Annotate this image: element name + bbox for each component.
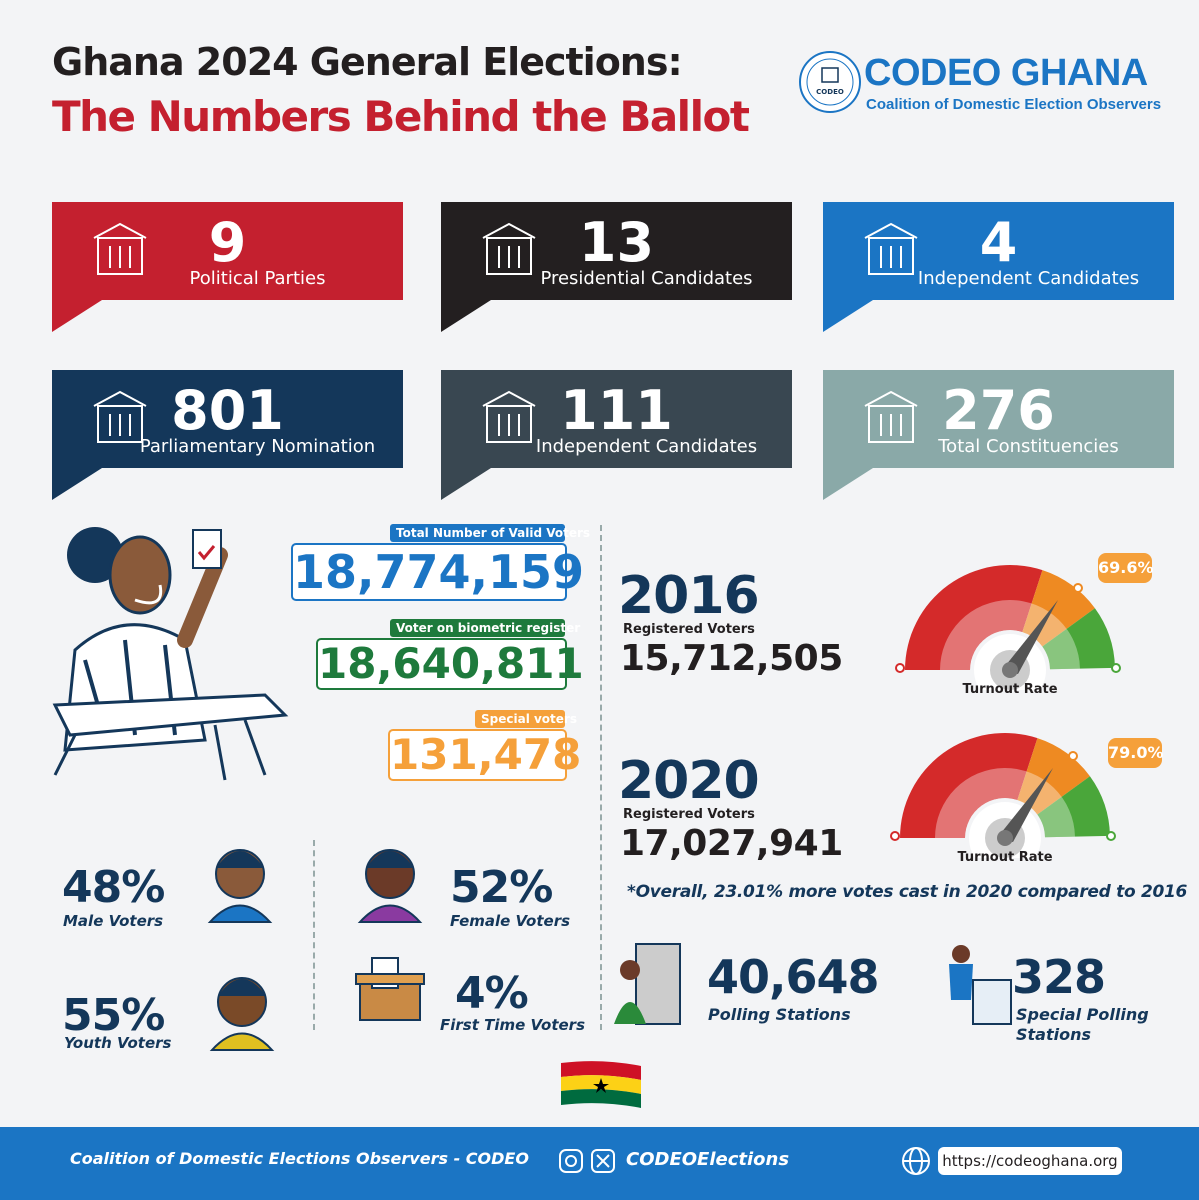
stat-icon: [864, 390, 918, 443]
footer-handle[interactable]: CODEOElections: [626, 1149, 790, 1170]
stat-label: Political Parties: [189, 268, 326, 289]
stat-label: Independent Candidates: [535, 436, 758, 457]
stat-card: 801 Parliamentary Nomination: [52, 370, 403, 500]
election-year: 2020: [618, 751, 760, 811]
stat-label: Independent Candidates: [917, 268, 1140, 289]
title: Ghana 2024 General Elections:: [52, 40, 683, 84]
turnout-label: Turnout Rate: [962, 682, 1058, 697]
voter-illustration: [52, 527, 289, 781]
demographic-label: Female Voters: [450, 912, 571, 930]
footer-org: Coalition of Domestic Elections Observer…: [70, 1149, 529, 1168]
stat-label: Total Constituencies: [938, 436, 1119, 457]
social-icons: [559, 1149, 615, 1173]
stat-icon: [93, 390, 147, 443]
stat-card: 276 Total Constituencies: [823, 370, 1174, 500]
demographic-value: 4%: [455, 968, 529, 1019]
stat-value: 801: [171, 379, 284, 442]
voter-label: Voter on biometric register: [390, 619, 580, 637]
demographic-icon: [355, 957, 425, 1021]
divider: [600, 525, 602, 1030]
turnout-gauge: [890, 733, 1116, 858]
stat-value: 4: [979, 211, 1018, 274]
footer-url[interactable]: https://codeoghana.org: [938, 1147, 1122, 1175]
voter-value: 18,640,811: [316, 638, 584, 690]
polling-value: 328: [1012, 950, 1106, 1004]
note: *Overall, 23.01% more votes cast in 2020…: [627, 882, 1188, 902]
demographic-value: 52%: [450, 862, 553, 913]
turnout-rate: 69.6%: [1098, 553, 1154, 583]
stat-value: 111: [560, 379, 673, 442]
stat-label: Parliamentary Nomination: [139, 436, 376, 457]
stat-value: 276: [942, 379, 1055, 442]
voter-value: 18,774,159: [291, 543, 585, 601]
stat-icon: [482, 390, 536, 443]
polling-value: 40,648: [707, 950, 880, 1004]
registered-value: 17,027,941: [620, 823, 843, 864]
polling-label: Polling Stations: [708, 1005, 851, 1024]
stat-icon: [482, 222, 536, 275]
voter-label: Special voters: [475, 710, 577, 728]
demographic-icon: [209, 977, 275, 1051]
demographic-label: First Time Voters: [440, 1016, 585, 1034]
stat-card: 13 Presidential Candidates: [441, 202, 792, 332]
title: The Numbers Behind the Ballot: [52, 92, 750, 141]
divider: [313, 840, 315, 1030]
demographic-icon: [207, 849, 273, 923]
stat-card: 111 Independent Candidates: [441, 370, 792, 500]
voter-label: Total Number of Valid Voters: [390, 524, 590, 542]
stat-icon: [93, 222, 147, 275]
election-year: 2016: [618, 566, 760, 626]
logo-seal: CODEO: [799, 51, 861, 113]
demographic-label: Youth Voters: [64, 1034, 172, 1052]
stat-card: 9 Political Parties: [52, 202, 403, 332]
stat-icon: [864, 222, 918, 275]
logo-subtitle: Coalition of Domestic Election Observers: [866, 96, 1162, 113]
stat-value: 13: [578, 211, 655, 274]
ghana-flag: [561, 1061, 641, 1108]
stat-card: 4 Independent Candidates: [823, 202, 1174, 332]
logo-name: CODEO GHANA: [864, 52, 1148, 94]
seal-text: CODEO: [816, 88, 844, 96]
demographic-label: Male Voters: [63, 912, 164, 930]
polling-icon: [949, 945, 1012, 1025]
turnout-label: Turnout Rate: [957, 850, 1053, 865]
demographic-value: 48%: [62, 862, 165, 913]
registered-label: Registered Voters: [623, 807, 755, 822]
registered-label: Registered Voters: [623, 622, 755, 637]
demographic-icon: [357, 849, 423, 923]
globe-icon: [902, 1147, 930, 1175]
polling-icon: [614, 943, 681, 1025]
voter-value: 131,478: [388, 729, 582, 781]
stat-value: 9: [208, 211, 247, 274]
stat-label: Presidential Candidates: [540, 268, 753, 289]
turnout-rate: 79.0%: [1108, 738, 1164, 768]
turnout-gauge: [895, 565, 1121, 690]
demographic-value: 55%: [62, 990, 165, 1041]
polling-label: Special Polling Stations: [1016, 1005, 1149, 1044]
registered-value: 15,712,505: [620, 638, 843, 679]
